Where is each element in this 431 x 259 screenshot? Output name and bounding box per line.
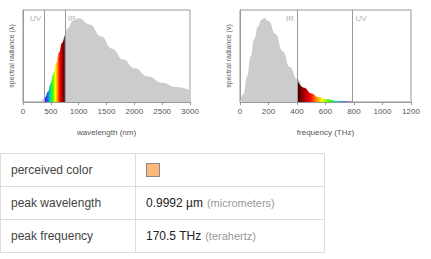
svg-text:IR: IR (286, 14, 294, 23)
svg-text:spectral radiance (λ): spectral radiance (λ) (8, 24, 16, 87)
svg-text:3000: 3000 (181, 107, 199, 116)
svg-text:1200: 1200 (402, 107, 420, 116)
svg-text:0: 0 (238, 107, 243, 116)
html-text:peak frequency: peak frequency (11, 229, 94, 243)
svg-text:UV: UV (356, 14, 368, 23)
svg-text:400: 400 (290, 107, 304, 116)
svg-text:1500: 1500 (98, 107, 116, 116)
svg-text:IR: IR (68, 14, 76, 23)
svg-text:200: 200 (262, 107, 276, 116)
svg-text:2500: 2500 (153, 107, 171, 116)
svg-text:800: 800 (347, 107, 361, 116)
svg-text:frequency (THz): frequency (THz) (297, 128, 355, 137)
svg-text:500: 500 (44, 107, 58, 116)
svg-text:wavelength (nm): wavelength (nm) (76, 128, 136, 137)
svg-text:1000: 1000 (70, 107, 88, 116)
svg-text:1000: 1000 (374, 107, 392, 116)
html-text:perceived color: perceived color (11, 163, 93, 177)
svg-text:2000: 2000 (125, 107, 143, 116)
html-text:peak wavelength: peak wavelength (11, 196, 102, 210)
svg-text:600: 600 (319, 107, 333, 116)
html-text:170.5 THz (terahertz): 170.5 THz (terahertz) (146, 229, 256, 243)
svg-text:UV: UV (30, 14, 42, 23)
html-text:0.9992 µm (micrometers): 0.9992 µm (micrometers) (146, 196, 275, 210)
svg-text:spectral radiance (ν): spectral radiance (ν) (225, 24, 233, 87)
svg-text:0: 0 (21, 107, 26, 116)
